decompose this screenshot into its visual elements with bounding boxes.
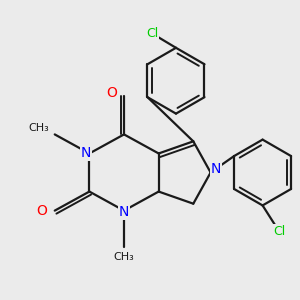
Text: CH₃: CH₃	[29, 123, 50, 133]
Text: N: N	[119, 206, 129, 219]
Text: N: N	[211, 162, 221, 176]
Text: Cl: Cl	[146, 27, 159, 40]
Text: CH₃: CH₃	[114, 252, 134, 262]
Text: Cl: Cl	[273, 225, 285, 238]
Text: N: N	[81, 146, 91, 161]
Text: O: O	[106, 86, 117, 100]
Text: O: O	[36, 204, 47, 218]
